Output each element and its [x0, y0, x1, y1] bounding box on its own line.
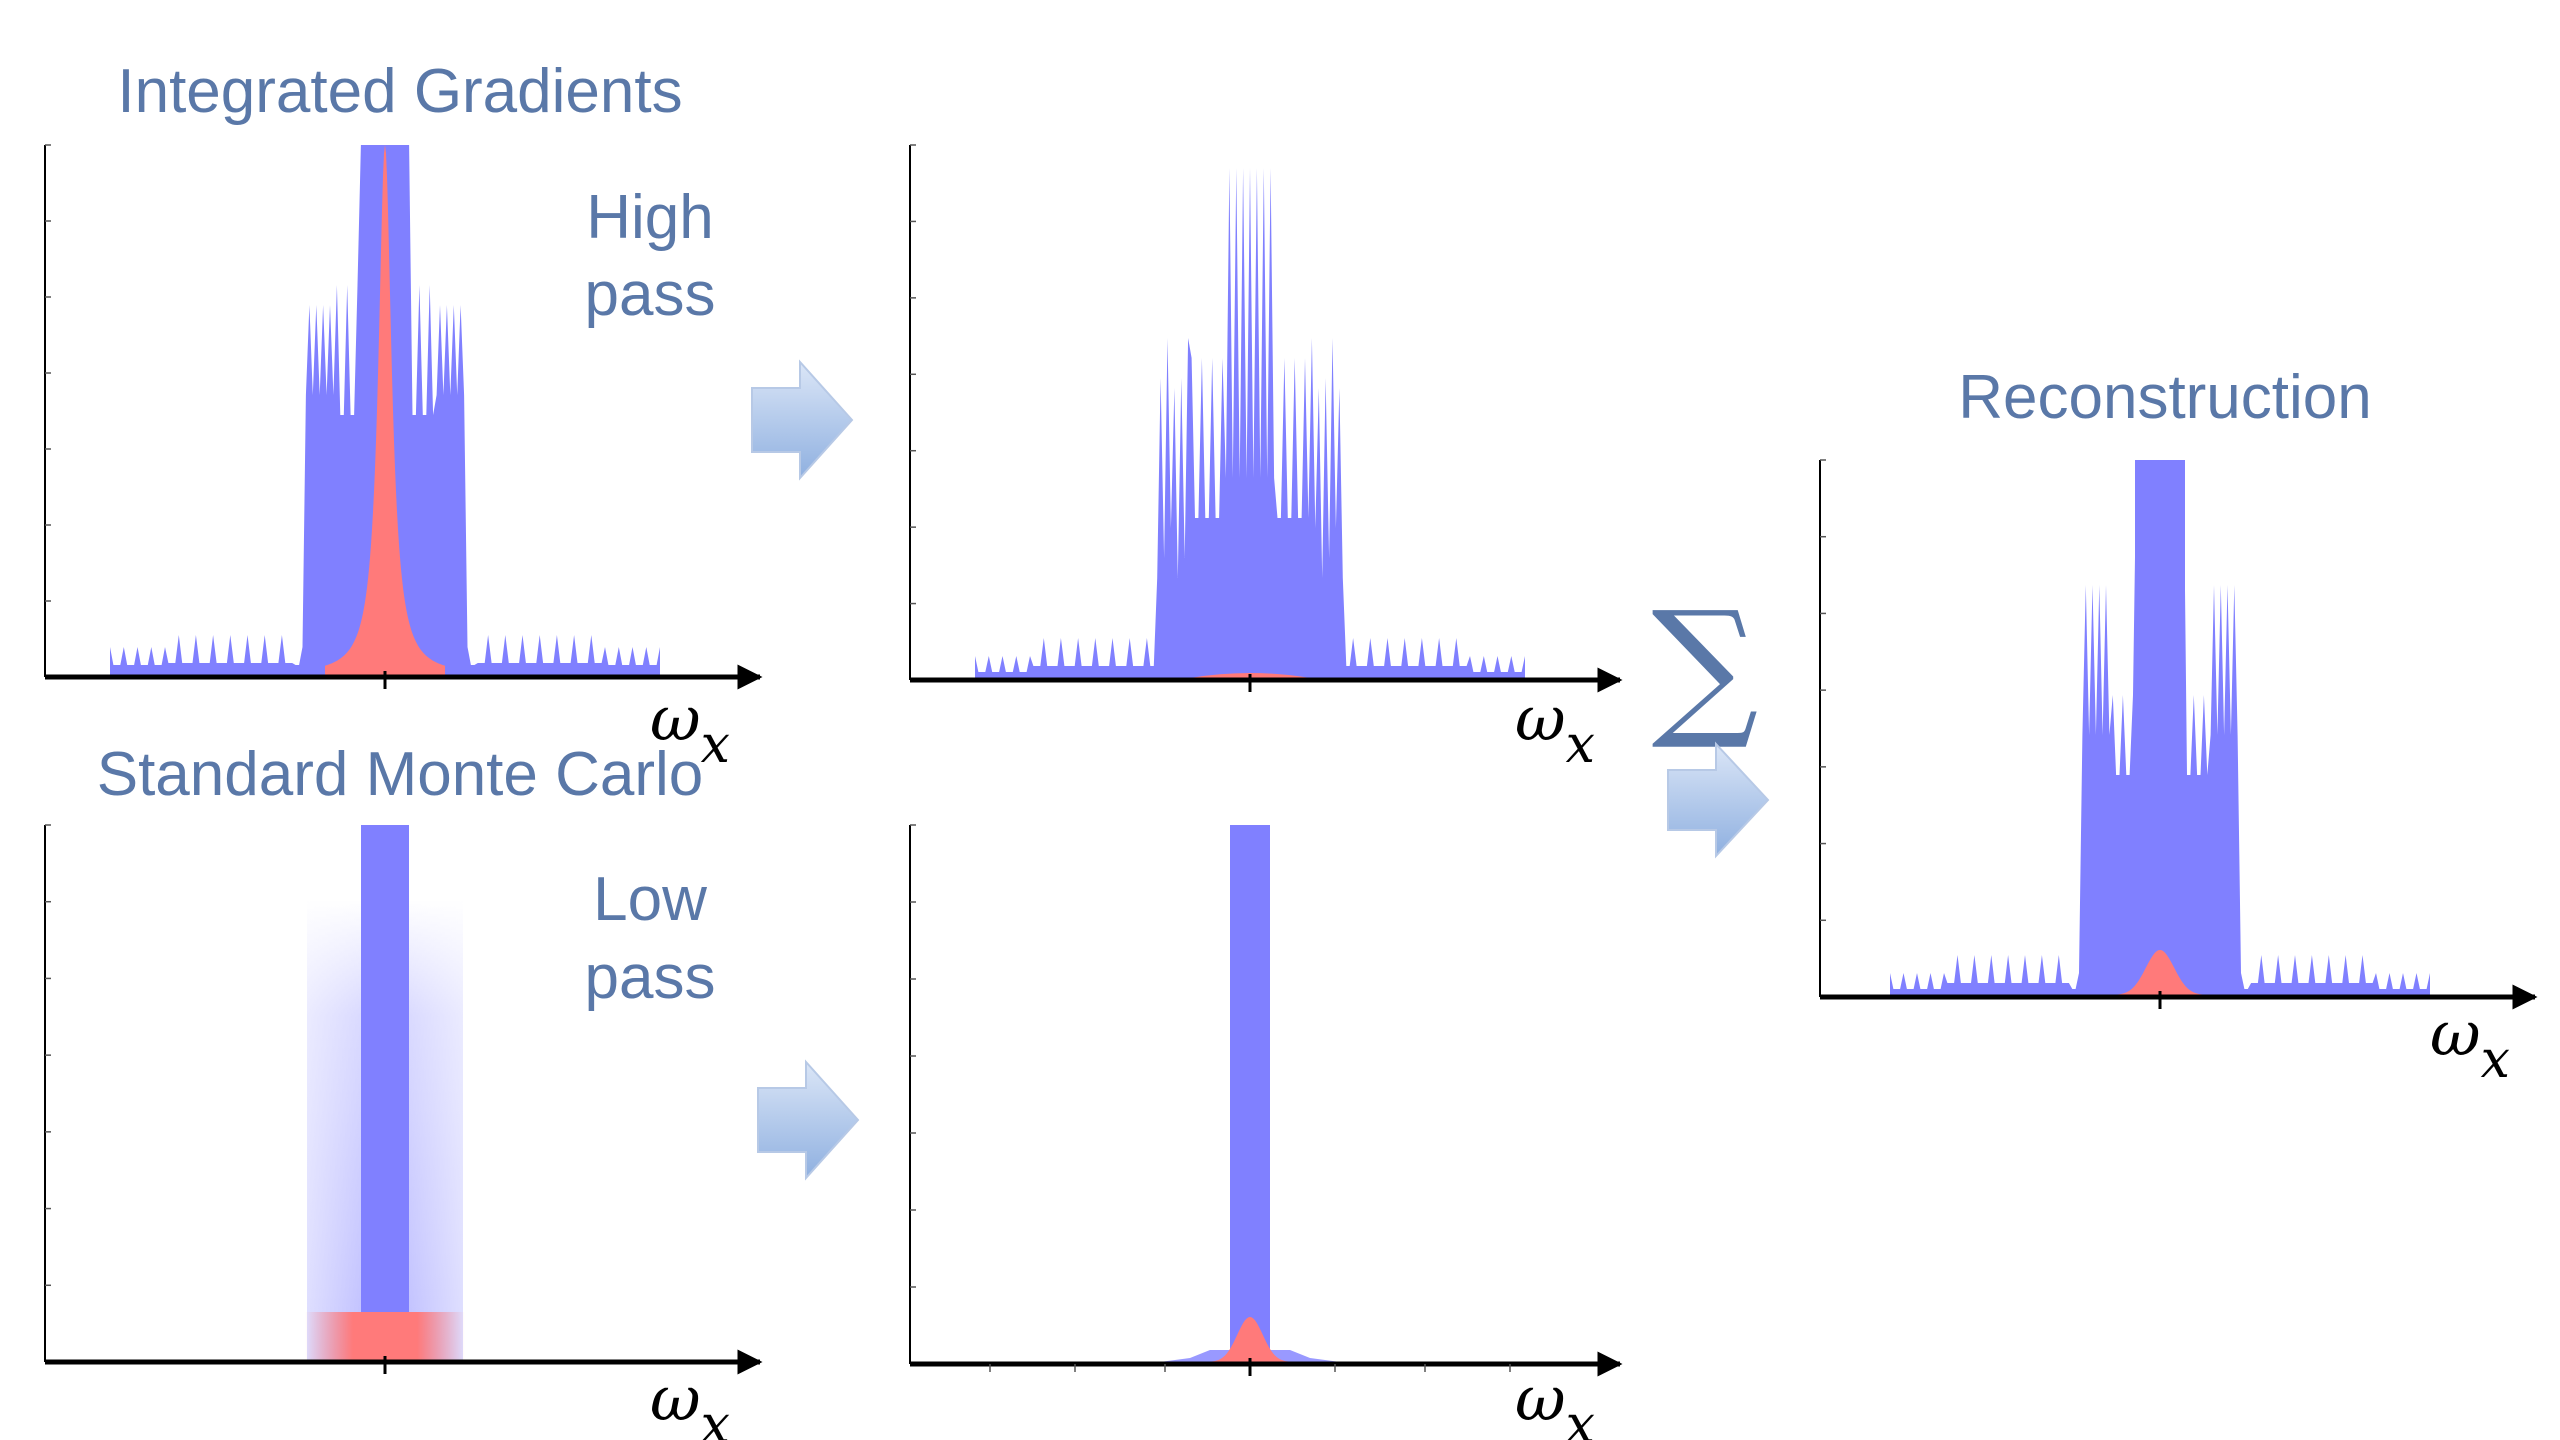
- high-pass-label: pass: [585, 260, 716, 329]
- sum-symbol: ∑: [1651, 580, 1758, 754]
- omega-x-axis-label: ωx: [1515, 682, 1595, 775]
- standard-monte-carlo-title: Standard Monte Carlo: [97, 740, 704, 809]
- high-pass-blue-spectrum: [975, 168, 1525, 678]
- arrow-low-pass: [757, 1059, 860, 1181]
- panel-low-pass-result: ωx: [909, 824, 1623, 1440]
- omega-x-axis-label: ωx: [1515, 1362, 1595, 1440]
- reconstruction-blue-center-bar: [2135, 460, 2185, 995]
- panel-reconstruction: ωx: [1819, 459, 2538, 1090]
- low-pass-red-peak: [1200, 1317, 1300, 1362]
- mc-red-band: [305, 1312, 465, 1360]
- arrow-high-pass: [751, 359, 854, 481]
- high-label: High: [586, 183, 714, 252]
- low-pass-label: pass: [585, 943, 716, 1012]
- panel-high-pass-result: ωx: [909, 144, 1623, 775]
- panel-standard-monte-carlo: ωx: [44, 824, 763, 1440]
- low-label: Low: [593, 865, 707, 934]
- low-pass-blue-bar: [1230, 825, 1270, 1362]
- mc-blue-center-bar: [361, 825, 409, 1360]
- reconstruction-title: Reconstruction: [1958, 363, 2372, 432]
- omega-x-axis-label: ωx: [650, 1362, 730, 1440]
- ig-red-spike: [325, 145, 445, 675]
- integrated-gradients-title: Integrated Gradients: [117, 57, 682, 126]
- reconstruction-red-peak: [2100, 950, 2220, 995]
- arrow-sum: [1667, 741, 1770, 859]
- omega-x-axis-label: ωx: [2430, 997, 2510, 1090]
